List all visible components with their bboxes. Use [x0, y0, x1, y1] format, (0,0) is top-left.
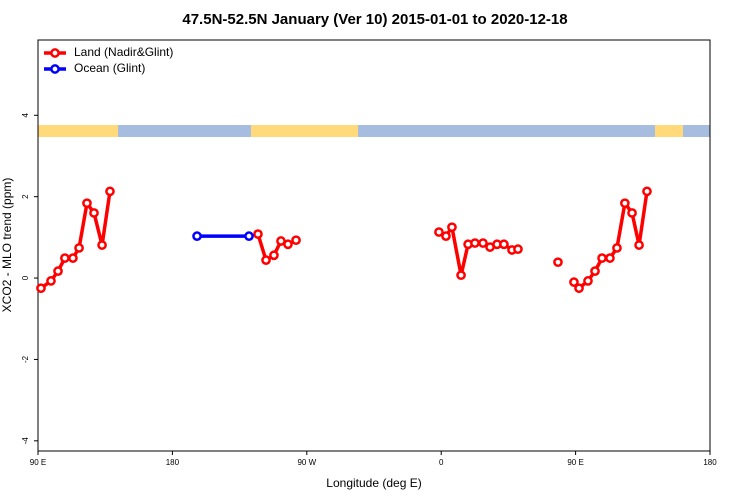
land-ocean-strip: [38, 125, 710, 137]
ocean-strip: [683, 125, 710, 137]
y-tick-label: -4: [21, 437, 30, 445]
chart-title: 47.5N-52.5N January (Ver 10) 2015-01-01 …: [182, 11, 567, 28]
x-axis-label: Longitude (deg E): [326, 476, 421, 490]
data-point: [478, 238, 488, 248]
data-point: [574, 283, 584, 294]
data-point: [261, 255, 271, 265]
data-point: [97, 240, 107, 250]
data-point: [36, 283, 46, 294]
data-point: [82, 198, 92, 209]
data-point: [68, 253, 78, 263]
data-point: [597, 253, 607, 263]
y-tick-label: 0: [21, 275, 30, 280]
ocean-strip: [358, 125, 655, 137]
data-point: [513, 244, 523, 255]
legend-marker: [50, 64, 60, 74]
x-tick-label: 0: [439, 458, 444, 467]
data-point: [74, 243, 84, 253]
x-tick-label: 90 E: [30, 458, 46, 467]
x-tick-label: 180: [703, 458, 717, 467]
data-point: [605, 253, 615, 263]
series-line: [438, 225, 519, 277]
data-point: [553, 257, 563, 268]
data-point: [620, 198, 630, 209]
data-point: [60, 253, 70, 263]
y-axis-label: XCO2 - MLO trend (ppm): [0, 178, 14, 313]
legend: Land (Nadir&Glint) Ocean (Glint): [44, 45, 173, 75]
data-point: [46, 276, 56, 286]
plot-frame: [37, 39, 711, 452]
data-point: [627, 208, 637, 218]
data-point: [253, 229, 263, 239]
x-tick-label: 90 E: [567, 458, 583, 467]
data-point: [434, 227, 444, 237]
ocean-strip: [118, 125, 251, 137]
data-point: [89, 208, 99, 218]
data-point: [583, 276, 593, 286]
x-tick-label: 90 W: [297, 458, 316, 467]
legend-label: Ocean (Glint): [74, 61, 145, 75]
data-point: [590, 266, 600, 276]
data-point: [441, 231, 451, 241]
data-point: [642, 186, 652, 197]
data-point: [269, 250, 279, 261]
data-point: [53, 266, 63, 276]
y-tick-label: 4: [21, 113, 30, 118]
data-point: [456, 270, 466, 281]
legend-label: Land (Nadir&Glint): [74, 45, 173, 59]
series-line: [572, 191, 649, 290]
data-point: [244, 231, 254, 241]
data-point: [612, 243, 622, 253]
data-point: [291, 235, 301, 246]
data-point: [192, 231, 202, 241]
data-point: [470, 238, 480, 248]
legend-marker: [50, 48, 60, 58]
data-point: [447, 222, 457, 233]
series-line: [39, 191, 112, 290]
x-tick-label: 180: [166, 458, 180, 467]
data-point: [569, 277, 579, 287]
y-tick-label: -2: [21, 355, 30, 363]
y-tick-label: 2: [21, 194, 30, 199]
data-point: [634, 240, 644, 250]
data-point: [499, 239, 509, 250]
data-point: [283, 239, 293, 250]
data-point: [105, 186, 115, 197]
